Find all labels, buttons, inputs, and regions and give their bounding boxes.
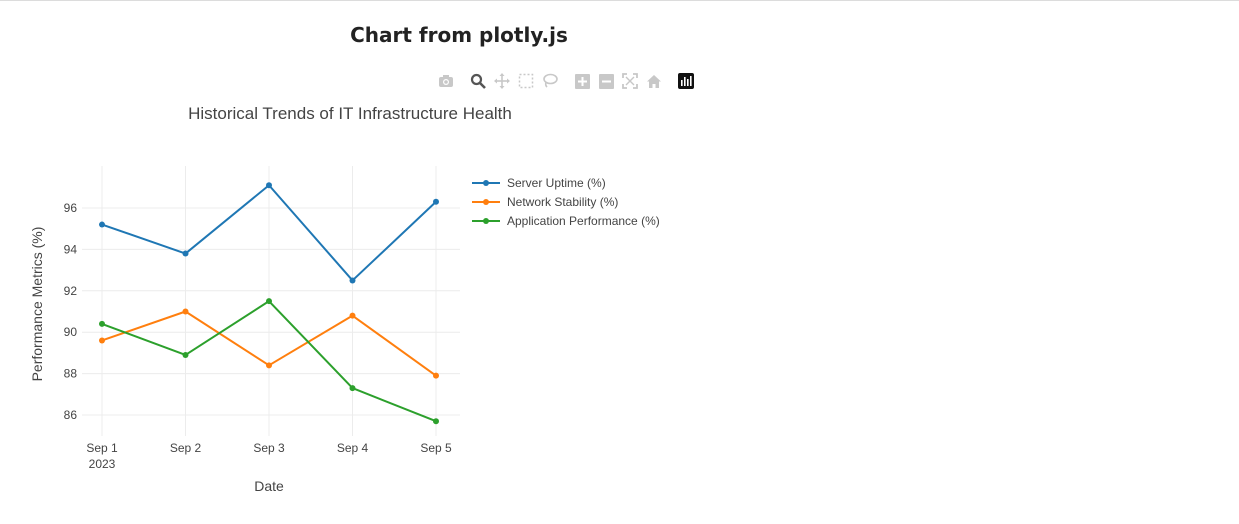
data-point[interactable] xyxy=(182,250,189,257)
grid xyxy=(82,166,460,436)
y-axis-ticks: 86 88 90 92 94 96 xyxy=(64,201,78,422)
series-group xyxy=(99,182,439,425)
zoom-out-icon[interactable] xyxy=(596,71,616,91)
y-tick-label: 96 xyxy=(64,201,78,215)
legend-item-2[interactable]: Application Performance (%) xyxy=(472,214,660,228)
legend-label: Server Uptime (%) xyxy=(507,176,606,190)
top-divider xyxy=(0,0,1239,1)
y-tick-label: 88 xyxy=(64,367,78,381)
chart-title: Historical Trends of IT Infrastructure H… xyxy=(188,104,512,123)
x-tick-label: Sep 2 xyxy=(170,441,202,455)
data-point[interactable] xyxy=(266,298,272,305)
y-tick-label: 94 xyxy=(64,242,78,256)
legend-label: Network Stability (%) xyxy=(507,195,618,209)
legend-swatch-marker xyxy=(483,218,489,224)
autoscale-icon[interactable] xyxy=(620,71,640,91)
data-point[interactable] xyxy=(349,312,356,319)
legend-swatch-marker xyxy=(483,180,489,186)
data-point[interactable] xyxy=(266,362,272,369)
camera-icon[interactable] xyxy=(436,71,456,91)
y-tick-label: 92 xyxy=(64,284,78,298)
x-tick-label: Sep 3 xyxy=(253,441,285,455)
zoom-in-icon[interactable] xyxy=(572,71,592,91)
legend: Server Uptime (%) Network Stability (%) Ap… xyxy=(472,176,660,228)
data-point[interactable] xyxy=(182,308,189,315)
x-axis-year-label: 2023 xyxy=(89,457,116,471)
data-point[interactable] xyxy=(349,385,356,392)
reset-axes-icon[interactable] xyxy=(644,71,664,91)
data-point[interactable] xyxy=(349,277,356,284)
legend-swatch-marker xyxy=(483,199,489,205)
data-point[interactable] xyxy=(99,337,105,344)
legend-label: Application Performance (%) xyxy=(507,214,660,228)
x-tick-label: Sep 1 xyxy=(86,441,118,455)
data-point[interactable] xyxy=(266,182,272,189)
plotly-logo-icon[interactable] xyxy=(676,71,696,91)
x-tick-label: Sep 4 xyxy=(337,441,369,455)
data-point[interactable] xyxy=(99,320,105,327)
lasso-select-icon[interactable] xyxy=(540,71,560,91)
x-axis-title: Date xyxy=(254,478,284,494)
data-point[interactable] xyxy=(99,221,105,228)
box-select-icon[interactable] xyxy=(516,71,536,91)
x-axis-ticks: Sep 1 Sep 2 Sep 3 Sep 4 Sep 5 xyxy=(86,441,452,455)
y-axis-title: Performance Metrics (%) xyxy=(29,227,45,382)
y-tick-label: 86 xyxy=(64,408,78,422)
data-point[interactable] xyxy=(433,372,439,379)
x-tick-label: Sep 5 xyxy=(420,441,452,455)
data-point[interactable] xyxy=(182,351,189,358)
y-tick-label: 90 xyxy=(64,325,78,339)
legend-item-1[interactable]: Network Stability (%) xyxy=(472,195,618,209)
pan-icon[interactable] xyxy=(492,71,512,91)
data-point[interactable] xyxy=(433,418,439,425)
page-title: Chart from plotly.js xyxy=(350,23,568,47)
legend-item-0[interactable]: Server Uptime (%) xyxy=(472,176,606,190)
data-point[interactable] xyxy=(433,198,439,205)
zoom-icon[interactable] xyxy=(468,71,488,91)
